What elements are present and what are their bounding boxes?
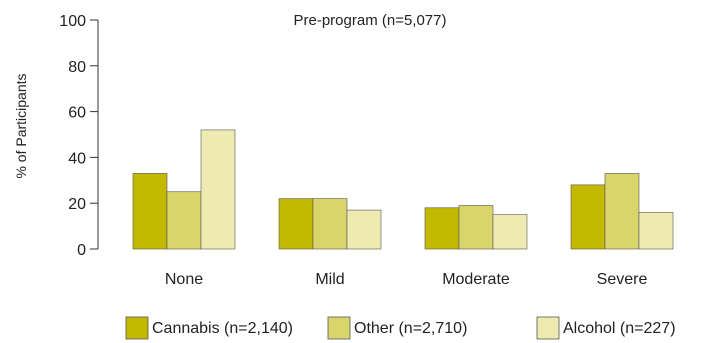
legend-swatch: [125, 316, 149, 340]
legend: Cannabis (n=2,140) Other (n=2,710) Alcohol…: [125, 316, 676, 340]
bar-mild-1: [278, 198, 314, 250]
legend-label: Alcohol (n=227): [563, 320, 676, 337]
bar-mild-2: [312, 198, 348, 250]
x-axis: None Mild Moderate Severe: [165, 271, 648, 288]
y-tick-label: 100: [59, 13, 86, 30]
legend-swatch: [536, 316, 560, 340]
y-axis-label: % of Participants: [13, 73, 29, 178]
bar-mild-3: [346, 209, 382, 250]
bar-none-1: [132, 173, 168, 250]
y-tick-label: 0: [77, 242, 86, 259]
bar-moderate-3: [492, 214, 528, 250]
x-category-label: Moderate: [442, 271, 510, 288]
y-tick-label: 80: [68, 59, 86, 76]
legend-label: Cannabis (n=2,140): [152, 320, 293, 337]
bar-severe-2: [604, 173, 640, 250]
y-tick-label: 40: [68, 150, 86, 167]
bar-severe-1: [570, 184, 606, 250]
y-tick-label: 20: [68, 196, 86, 213]
bar-moderate-1: [424, 207, 460, 250]
bar-none-3: [200, 129, 236, 250]
x-category-label: None: [165, 271, 203, 288]
bar-none-2: [166, 191, 202, 250]
y-axis: 0 20 40 60 80 100: [59, 13, 99, 259]
y-tick-label: 60: [68, 105, 86, 122]
bars-group: [132, 129, 674, 250]
legend-label: Other (n=2,710): [354, 320, 467, 337]
bar-severe-3: [638, 212, 674, 250]
legend-swatch: [327, 316, 351, 340]
x-category-label: Mild: [315, 271, 344, 288]
x-category-label: Severe: [597, 271, 648, 288]
chart-title: Pre-program (n=5,077): [294, 12, 447, 29]
bar-moderate-2: [458, 205, 494, 250]
